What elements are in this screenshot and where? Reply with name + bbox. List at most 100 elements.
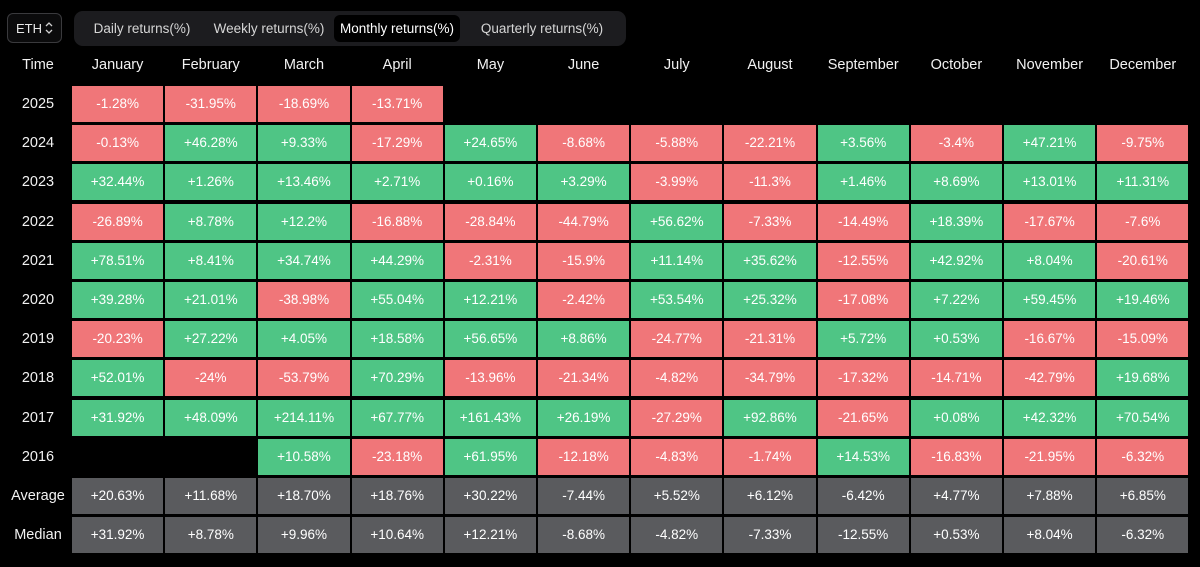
asset-select[interactable]: ETH: [7, 13, 62, 43]
stat-cell: +4.77%: [910, 478, 1002, 514]
return-cell: +32.44%: [72, 164, 164, 201]
return-cell: -12.18%: [538, 438, 630, 475]
return-cell: -15.9%: [538, 242, 630, 279]
return-cell: -20.23%: [72, 321, 164, 358]
return-cell: +70.29%: [351, 360, 443, 397]
return-cell: -16.67%: [1004, 321, 1096, 358]
stat-cell: +0.53%: [910, 517, 1002, 554]
return-cell: +42.92%: [910, 242, 1002, 279]
return-cell: -13.71%: [351, 86, 443, 122]
return-cell: -6.32%: [1097, 438, 1189, 475]
month-header-april: April: [382, 57, 412, 73]
return-cell: -44.79%: [538, 203, 630, 240]
return-cell: -24%: [165, 360, 257, 397]
return-cell: -7.6%: [1097, 203, 1189, 240]
year-label-2016: 2016: [21, 448, 55, 465]
stat-cell: -4.82%: [631, 517, 723, 554]
stat-cell: +10.64%: [351, 517, 443, 554]
month-header-may: May: [476, 57, 505, 73]
return-cell: +61.95%: [444, 438, 536, 475]
return-cell: +44.29%: [351, 242, 443, 279]
return-cell: -14.71%: [910, 360, 1002, 397]
return-cell: -0.13%: [72, 125, 164, 162]
return-cell: -31.95%: [165, 86, 257, 122]
year-label-2023: 2023: [21, 174, 55, 191]
return-cell: +13.46%: [258, 164, 350, 201]
tab-weekly-returns[interactable]: Weekly returns(%): [213, 21, 325, 36]
return-cell: -20.61%: [1097, 242, 1189, 279]
month-header-february: February: [181, 57, 240, 73]
return-cell: +59.45%: [1004, 282, 1096, 318]
return-cell: +56.65%: [444, 321, 536, 358]
return-cell: +8.41%: [165, 242, 257, 279]
return-cell: +0.16%: [444, 164, 536, 201]
return-cell: +161.43%: [444, 399, 536, 436]
asset-select-value: ETH: [16, 20, 42, 36]
return-cell: +78.51%: [72, 242, 164, 279]
return-cell: +24.65%: [444, 125, 536, 162]
return-cell: -3.99%: [631, 164, 723, 201]
month-header-july: July: [663, 57, 690, 73]
return-cell: -21.31%: [724, 321, 816, 358]
return-cell: -4.83%: [631, 438, 723, 475]
return-cell: -21.34%: [538, 360, 630, 397]
return-cell: +14.53%: [817, 438, 909, 475]
return-cell: -7.33%: [724, 203, 816, 240]
month-header-march: March: [283, 57, 325, 73]
return-cell: +18.39%: [910, 203, 1002, 240]
return-cell: -2.31%: [444, 242, 536, 279]
stat-label-median: Median: [14, 527, 62, 544]
return-cell: +9.33%: [258, 125, 350, 162]
month-header-september: September: [827, 57, 899, 73]
tab-quarterly-returns[interactable]: Quarterly returns(%): [480, 21, 604, 36]
return-cell: -4.82%: [631, 360, 723, 397]
return-cell: +46.28%: [165, 125, 257, 162]
return-cell: +0.53%: [910, 321, 1002, 358]
returns-period-tabs: Daily returns(%) Weekly returns(%) Month…: [74, 11, 626, 46]
return-cell: +27.22%: [165, 321, 257, 358]
return-cell: +18.58%: [351, 321, 443, 358]
return-cell: +47.21%: [1004, 125, 1096, 162]
return-cell: -42.79%: [1004, 360, 1096, 397]
return-cell: +67.77%: [351, 399, 443, 436]
return-cell: +7.22%: [910, 282, 1002, 318]
stat-cell: +30.22%: [444, 478, 536, 514]
return-cell: +13.01%: [1004, 164, 1096, 201]
stat-cell: -8.68%: [538, 517, 630, 554]
time-column-header: Time: [22, 57, 54, 73]
return-cell: +2.71%: [351, 164, 443, 201]
return-cell: -53.79%: [258, 360, 350, 397]
return-cell: +8.04%: [1004, 242, 1096, 279]
return-cell: -21.65%: [817, 399, 909, 436]
return-cell: +25.32%: [724, 282, 816, 318]
return-cell: +12.21%: [444, 282, 536, 318]
return-cell: -17.29%: [351, 125, 443, 162]
stat-cell: -12.55%: [817, 517, 909, 554]
return-cell: +48.09%: [165, 399, 257, 436]
stat-cell: +11.68%: [165, 478, 257, 514]
return-cell: +11.31%: [1097, 164, 1189, 201]
month-header-august: August: [747, 57, 793, 73]
return-cell: -3.4%: [910, 125, 1002, 162]
year-label-2017: 2017: [21, 409, 55, 426]
return-cell: -34.79%: [724, 360, 816, 397]
month-header-october: October: [930, 57, 983, 73]
stat-cell: +20.63%: [72, 478, 164, 514]
return-cell: -16.83%: [910, 438, 1002, 475]
return-cell: +55.04%: [351, 282, 443, 318]
return-cell: +1.46%: [817, 164, 909, 201]
tab-monthly-returns[interactable]: Monthly returns(%): [334, 15, 460, 42]
return-cell: -28.84%: [444, 203, 536, 240]
stat-cell: +18.70%: [258, 478, 350, 514]
stat-cell: +12.21%: [444, 517, 536, 554]
stat-cell: -7.44%: [538, 478, 630, 514]
return-cell: +3.56%: [817, 125, 909, 162]
return-cell: +11.14%: [631, 242, 723, 279]
stat-cell: +6.85%: [1097, 478, 1189, 514]
month-header-june: June: [567, 57, 600, 73]
year-label-2022: 2022: [21, 213, 55, 230]
stat-cell: -7.33%: [724, 517, 816, 554]
tab-daily-returns[interactable]: Daily returns(%): [93, 21, 191, 36]
stat-cell: +8.78%: [165, 517, 257, 554]
return-cell: -17.32%: [817, 360, 909, 397]
